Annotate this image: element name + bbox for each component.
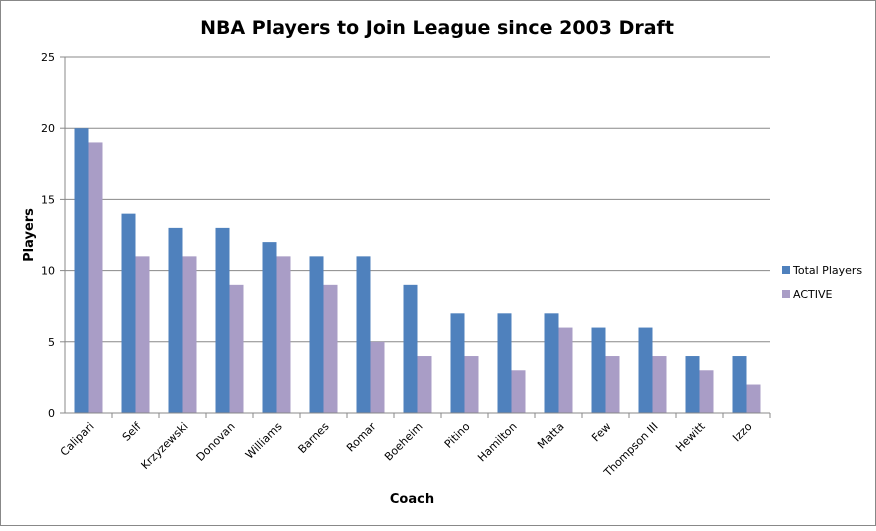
- bar-total-izzo: [732, 356, 747, 413]
- bar-total-krzyzewski: [168, 227, 183, 413]
- bar-total-hewitt: [685, 356, 700, 413]
- bar-active-izzo: [746, 384, 761, 413]
- y-tick-label: 5: [48, 336, 55, 349]
- x-axis-label: Coach: [390, 492, 434, 507]
- bar-total-calipari: [74, 128, 89, 413]
- bar-total-boeheim: [403, 284, 418, 413]
- bar-total-pitino: [450, 313, 465, 413]
- bar-total-donovan: [215, 227, 230, 413]
- legend-swatch: [782, 290, 790, 298]
- bar-total-few: [591, 327, 606, 413]
- bar-active-williams: [276, 256, 291, 413]
- bar-active-few: [605, 356, 620, 413]
- bar-active-krzyzewski: [182, 256, 197, 413]
- bar-active-hewitt: [699, 370, 714, 413]
- y-tick-label: 15: [41, 193, 55, 206]
- bar-active-calipari: [88, 142, 103, 413]
- y-tick-label: 10: [41, 265, 55, 278]
- bar-total-thompson-iii: [638, 327, 653, 413]
- bar-total-romar: [356, 256, 371, 413]
- legend-label: ACTIVE: [793, 288, 833, 301]
- legend-swatch: [782, 266, 790, 274]
- bar-total-williams: [262, 242, 277, 413]
- bar-active-romar: [370, 341, 385, 413]
- bar-total-matta: [544, 313, 559, 413]
- y-tick-label: 0: [48, 407, 55, 420]
- bar-active-thompson-iii: [652, 356, 667, 413]
- bar-total-self: [121, 213, 136, 413]
- bar-active-barnes: [323, 284, 338, 413]
- legend-label: Total Players: [792, 264, 862, 277]
- y-tick-label: 25: [41, 51, 55, 64]
- bar-active-self: [135, 256, 150, 413]
- bar-active-hamilton: [511, 370, 526, 413]
- bar-active-matta: [558, 327, 573, 413]
- bar-active-boeheim: [417, 356, 432, 413]
- y-tick-label: 20: [41, 122, 55, 135]
- bar-total-hamilton: [497, 313, 512, 413]
- bar-active-donovan: [229, 284, 244, 413]
- chart-title: NBA Players to Join League since 2003 Dr…: [200, 17, 674, 39]
- bar-total-barnes: [309, 256, 324, 413]
- y-axis-label: Players: [22, 208, 37, 262]
- bar-active-pitino: [464, 356, 479, 413]
